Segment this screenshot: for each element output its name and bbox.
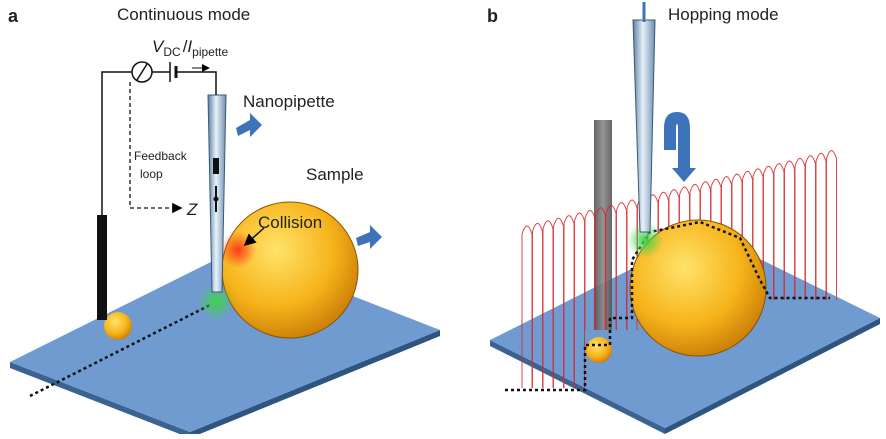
formula-i-sub: pipette bbox=[192, 45, 228, 59]
wire bbox=[102, 72, 132, 215]
feedback-loop bbox=[130, 82, 180, 208]
panel-title: Continuous mode bbox=[117, 5, 250, 24]
move-arrow bbox=[356, 225, 382, 249]
panel-a: a Continuous mode VDC/Ipipette Nanopipet… bbox=[8, 5, 440, 434]
panel-label: b bbox=[487, 6, 498, 26]
pipette-shadow bbox=[594, 120, 612, 330]
panel-title: Hopping mode bbox=[668, 5, 779, 24]
panel-b bbox=[490, 2, 880, 434]
small-particle bbox=[104, 312, 132, 340]
sample-label: Sample bbox=[306, 165, 364, 184]
move-arrow bbox=[236, 113, 262, 137]
reference-electrode bbox=[97, 215, 107, 320]
collision-glow bbox=[220, 232, 256, 268]
nanopipette-label: Nanopipette bbox=[243, 92, 335, 111]
wire bbox=[176, 72, 216, 95]
hop-arrow bbox=[664, 112, 696, 182]
nanopipette bbox=[633, 20, 655, 232]
z-label: Z bbox=[186, 200, 198, 219]
feedback-label: loop bbox=[140, 167, 163, 181]
electrode bbox=[213, 158, 219, 174]
panel-label: a bbox=[8, 6, 19, 26]
collision-label: Collision bbox=[258, 213, 322, 232]
feedback-label: Feedback bbox=[134, 149, 188, 163]
formula: VDC/Ipipette bbox=[152, 37, 229, 59]
figure: a Continuous mode VDC/Ipipette Nanopipet… bbox=[0, 0, 886, 434]
formula-v-sub: DC bbox=[163, 45, 181, 59]
small-particle bbox=[586, 337, 612, 363]
z-dot bbox=[214, 197, 219, 202]
